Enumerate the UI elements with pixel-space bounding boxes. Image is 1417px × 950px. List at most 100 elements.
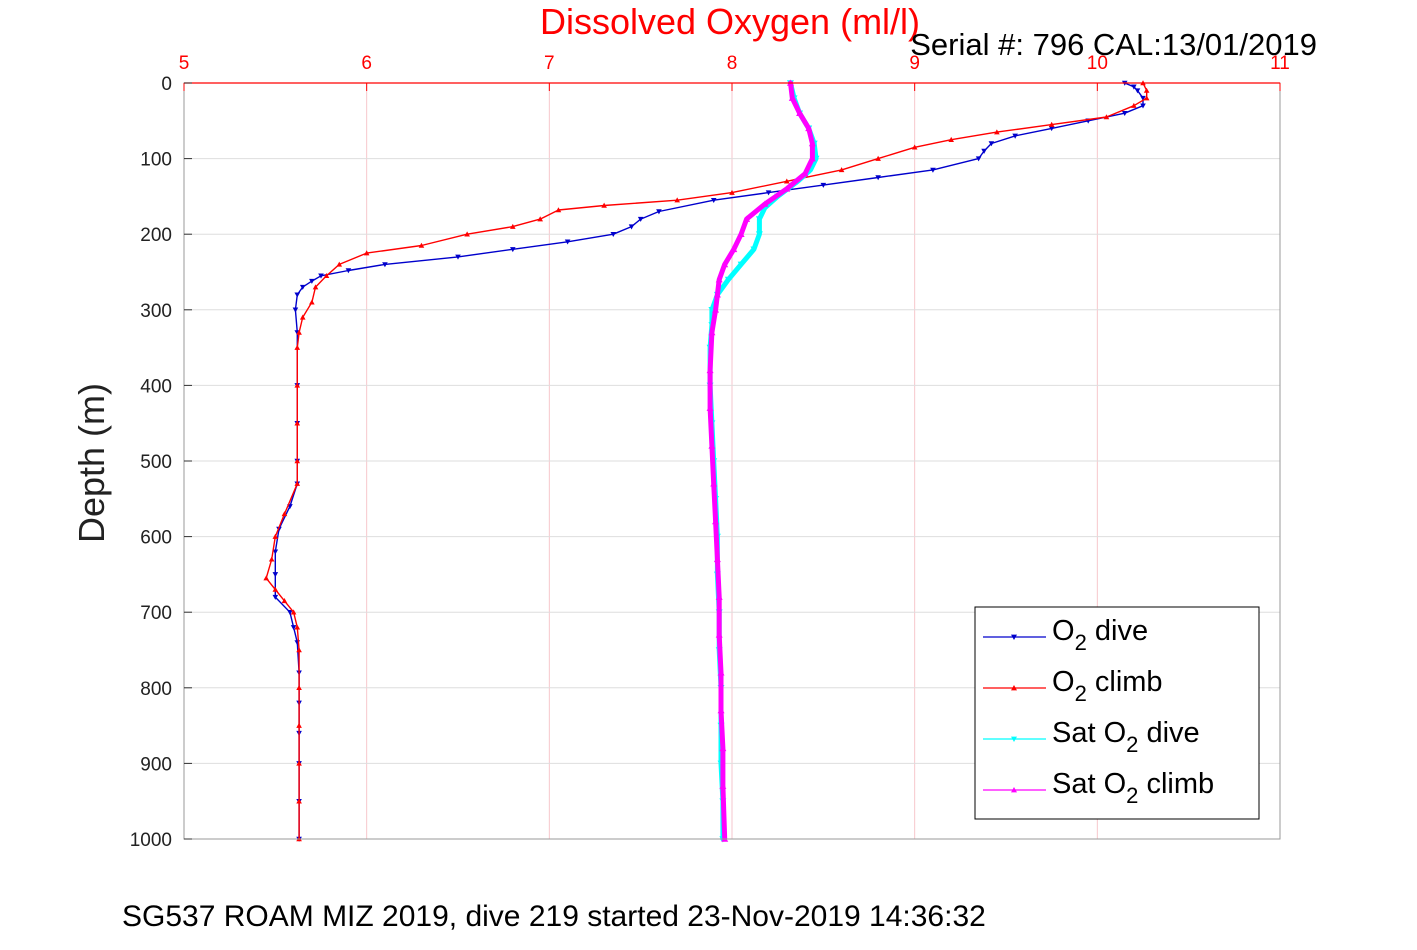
data-point <box>730 245 738 253</box>
series-layer <box>263 79 1150 843</box>
data-point <box>719 744 727 752</box>
data-point <box>708 328 716 336</box>
data-point <box>510 247 516 253</box>
data-point <box>820 182 827 188</box>
data-point <box>719 782 727 789</box>
legend-entry: O2 climb <box>983 666 1163 706</box>
data-point <box>287 609 293 615</box>
data-point <box>729 189 735 195</box>
data-point <box>911 144 918 150</box>
data-point <box>1143 95 1150 101</box>
data-point <box>801 170 809 177</box>
data-point <box>706 404 714 411</box>
legend-swatch-marker <box>1011 736 1017 742</box>
data-point <box>737 261 745 268</box>
data-point <box>715 631 723 638</box>
data-point <box>318 273 324 279</box>
data-point <box>712 517 720 525</box>
data-point <box>1134 88 1141 94</box>
data-point <box>418 242 425 248</box>
data-point <box>1131 102 1137 108</box>
data-point <box>796 109 804 117</box>
data-point <box>788 94 796 101</box>
data-point <box>281 598 288 604</box>
data-point <box>724 276 732 284</box>
data-point <box>281 511 288 517</box>
data-point <box>294 382 301 388</box>
data-point <box>1012 133 1018 139</box>
data-point <box>294 420 301 426</box>
data-point <box>838 167 845 173</box>
data-point <box>296 798 302 804</box>
y-axis-label: Depth (m) <box>71 383 112 543</box>
data-point <box>292 307 299 313</box>
legend-entry: Sat O2 dive <box>983 717 1200 757</box>
data-point <box>994 129 1000 135</box>
data-point <box>1140 103 1146 109</box>
series-sat-o2-climb <box>706 79 816 842</box>
data-point <box>294 624 301 630</box>
legend-entry: Sat O2 climb <box>983 768 1214 808</box>
data-point <box>805 124 813 132</box>
legend: O2 dive O2 climb Sat O2 dive Sat O2 climb <box>974 606 1260 820</box>
data-point <box>765 190 772 196</box>
data-point <box>464 231 470 237</box>
data-point <box>290 625 297 631</box>
y-tick-label: 600 <box>140 528 172 549</box>
y-tick-label: 100 <box>140 150 172 171</box>
data-point <box>294 344 301 350</box>
data-point <box>948 136 954 142</box>
data-point <box>336 261 343 267</box>
data-point <box>455 254 461 260</box>
data-point <box>296 647 302 653</box>
data-point <box>737 230 745 237</box>
y-tick-label: 400 <box>140 376 172 397</box>
data-point <box>510 223 516 229</box>
x-tick-label: 11 <box>1270 53 1290 74</box>
legend-label: Sat O2 dive <box>1052 717 1200 757</box>
data-point <box>808 155 816 162</box>
data-point <box>296 685 302 691</box>
data-point <box>755 231 763 238</box>
x-tick-label: 5 <box>179 53 190 74</box>
legend-label: Sat O2 climb <box>1052 768 1214 808</box>
data-point <box>930 167 936 173</box>
data-point <box>875 155 881 161</box>
data-point <box>610 231 617 237</box>
data-point <box>708 442 716 449</box>
data-point <box>272 549 279 555</box>
data-point <box>272 594 279 600</box>
x-tick-label: 8 <box>727 53 738 74</box>
data-point <box>721 260 729 268</box>
y-tick-label: 700 <box>140 603 172 624</box>
data-point <box>628 224 635 230</box>
data-point <box>715 593 723 600</box>
legend-swatch-marker <box>1011 685 1017 691</box>
data-point <box>268 556 275 562</box>
data-point <box>290 609 297 615</box>
footer-caption: SG537 ROAM MIZ 2019, dive 219 started 23… <box>122 900 986 933</box>
x-tick-label: 6 <box>361 53 372 74</box>
y-tick-label: 200 <box>140 225 172 246</box>
y-tick-label: 500 <box>140 452 172 473</box>
data-point <box>710 480 718 487</box>
data-point <box>345 268 352 274</box>
y-tick-label: 800 <box>140 679 172 700</box>
data-point <box>294 458 301 464</box>
data-point <box>706 366 714 374</box>
data-point <box>294 292 301 298</box>
y-tick-label: 0 <box>161 74 172 95</box>
data-point <box>1048 126 1055 132</box>
data-point <box>601 202 607 208</box>
data-point <box>309 278 315 284</box>
x-tick-label: 10 <box>1087 53 1108 74</box>
data-point <box>363 250 370 256</box>
series-line <box>265 82 1148 840</box>
data-point <box>875 175 881 181</box>
data-point <box>296 760 302 766</box>
data-point <box>263 575 269 581</box>
data-point <box>1048 121 1055 127</box>
data-point <box>299 284 306 290</box>
